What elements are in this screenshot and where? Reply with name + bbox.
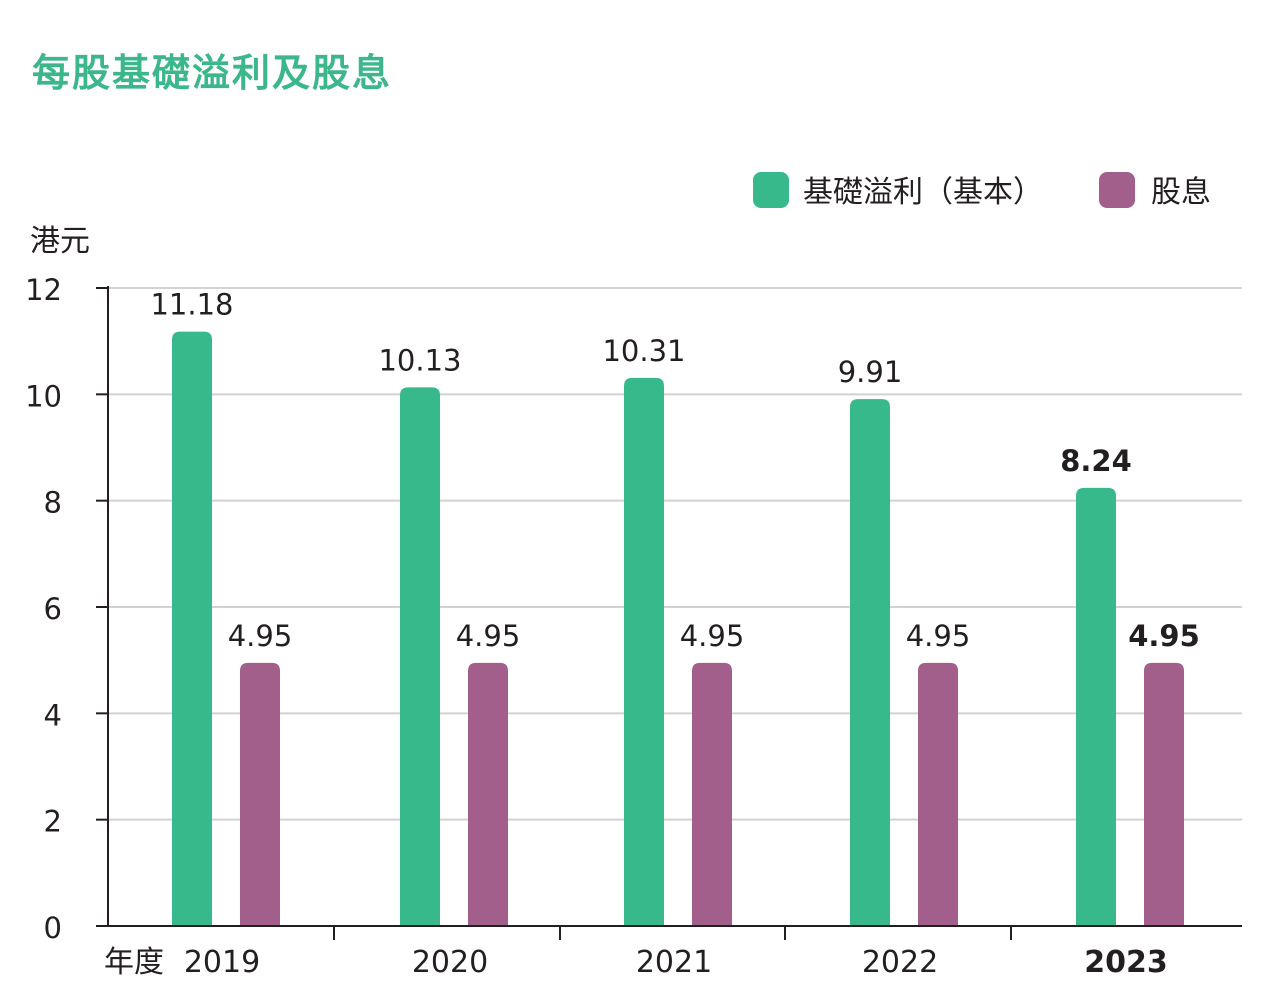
bar-dividend-2021: [692, 662, 732, 926]
legend: 基礎溢利（基本） 股息: [753, 172, 1211, 210]
bar-dividend-2020: [468, 662, 508, 926]
y-axis-ticks: 0 2 4 6 8 10 12: [25, 273, 108, 945]
x-axis-labels: 年度 2019 2020 2021 2022 2023: [104, 945, 1168, 980]
bar-dividend-2019: [240, 662, 280, 926]
legend-swatch-dividend: [1099, 172, 1135, 208]
data-label-earnings-2022: 9.91: [838, 355, 903, 389]
data-label-earnings-2023: 8.24: [1060, 444, 1132, 478]
x-axis-title: 年度: [104, 945, 164, 980]
legend-label-earnings: 基礎溢利（基本）: [803, 175, 1043, 210]
x-category-label-2019: 2019: [184, 945, 260, 980]
grid-lines: [108, 287, 1242, 821]
x-category-label-2021: 2021: [636, 945, 712, 980]
bar-earnings-2022: [850, 399, 890, 926]
y-tick-label: 4: [44, 698, 62, 732]
bar-earnings-2019: [172, 331, 212, 926]
legend-swatch-earnings: [753, 172, 789, 208]
y-tick-label: 12: [25, 273, 62, 307]
data-label-earnings-2020: 10.13: [378, 343, 461, 377]
bar-dividend-2023: [1144, 662, 1184, 926]
bar-earnings-2021: [624, 377, 664, 926]
y-tick-label: 2: [44, 805, 62, 839]
data-label-earnings-2021: 10.31: [602, 334, 685, 368]
data-label-dividend-2022: 4.95: [906, 619, 971, 653]
y-tick-label: 0: [44, 911, 62, 945]
bar-dividend-2022: [918, 662, 958, 926]
legend-label-dividend: 股息: [1151, 175, 1211, 210]
data-label-dividend-2023: 4.95: [1128, 619, 1200, 653]
data-label-dividend-2021: 4.95: [680, 619, 745, 653]
axes: [107, 286, 1242, 927]
data-label-earnings-2019: 11.18: [150, 288, 233, 322]
x-axis-ticks: [333, 926, 1012, 940]
data-labels: 11.18 10.13 10.31 9.91 8.24 4.95 4.95 4.95 4.95 4…: [150, 288, 1199, 653]
y-tick-label: 10: [25, 379, 62, 413]
x-category-label-2022: 2022: [862, 945, 938, 980]
y-axis-unit-label: 港元: [30, 224, 90, 259]
chart-title: 每股基礎溢利及股息: [32, 51, 392, 95]
bar-earnings-2023: [1076, 487, 1116, 926]
bar-earnings-2020: [400, 387, 440, 927]
data-label-dividend-2020: 4.95: [456, 619, 521, 653]
x-category-label-2020: 2020: [412, 945, 488, 980]
data-label-dividend-2019: 4.95: [228, 619, 293, 653]
x-category-label-2023: 2023: [1084, 945, 1168, 980]
bars: [172, 331, 1184, 927]
y-tick-label: 8: [44, 486, 62, 520]
y-tick-label: 6: [44, 592, 62, 626]
